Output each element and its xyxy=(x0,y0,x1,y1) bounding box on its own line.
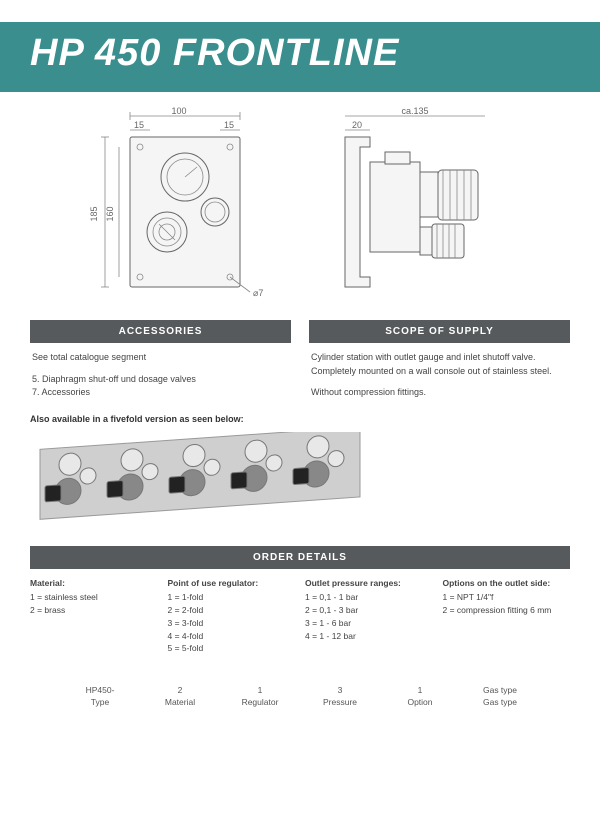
scope-line2: Completely mounted on a wall console out… xyxy=(311,365,568,379)
technical-drawings: 100 15 15 xyxy=(0,92,600,312)
opt-r1: 2 = compression fitting 6 mm xyxy=(443,604,571,617)
order-details-grid: Material: 1 = stainless steel 2 = brass … xyxy=(0,569,600,656)
order-details-header: ORDER DETAILS xyxy=(30,546,570,569)
regulator-hd: Point of use regulator: xyxy=(168,577,296,590)
order-regulator-col: Point of use regulator: 1 = 1-fold 2 = 2… xyxy=(168,577,296,656)
scope-section: SCOPE OF SUPPLY Cylinder station with ou… xyxy=(309,320,570,408)
acc-line1: See total catalogue segment xyxy=(32,351,289,365)
options-hd: Options on the outlet side: xyxy=(443,577,571,590)
material-hd: Material: xyxy=(30,577,158,590)
dim-100: 100 xyxy=(171,106,186,116)
info-sections: ACCESSORIES See total catalogue segment … xyxy=(0,320,600,408)
material-r0: 1 = stainless steel xyxy=(30,591,158,604)
press-r3: 4 = 1 - 12 bar xyxy=(305,630,433,643)
dim-185: 185 xyxy=(89,206,99,221)
reg-r4: 5 = 5-fold xyxy=(168,642,296,655)
datasheet-page: HP 450 FRONTLINE 100 15 15 xyxy=(0,0,600,817)
order-pressure-col: Outlet pressure ranges: 1 = 0,1 - 1 bar … xyxy=(305,577,433,656)
dim-d7: ⌀7 xyxy=(253,288,263,298)
also-available-text: Also available in a fivefold version as … xyxy=(0,408,600,428)
order-options-col: Options on the outlet side: 1 = NPT 1/4"… xyxy=(443,577,571,656)
product-title: HP 450 FRONTLINE xyxy=(30,30,399,77)
press-r1: 2 = 0,1 - 3 bar xyxy=(305,604,433,617)
reg-r1: 2 = 2-fold xyxy=(168,604,296,617)
dim-160: 160 xyxy=(105,206,115,221)
dim-135: ca.135 xyxy=(401,106,428,116)
side-view-drawing: ca.135 20 xyxy=(325,102,525,297)
pressure-hd: Outlet pressure ranges: xyxy=(305,577,433,590)
fivefold-illustration xyxy=(0,428,600,538)
front-view-drawing: 100 15 15 xyxy=(75,102,295,297)
top-margin xyxy=(0,0,600,18)
code-material: 2 Material xyxy=(149,685,211,707)
material-r1: 2 = brass xyxy=(30,604,158,617)
dim-15a: 15 xyxy=(134,120,144,130)
press-r0: 1 = 0,1 - 1 bar xyxy=(305,591,433,604)
reg-r3: 4 = 4-fold xyxy=(168,630,296,643)
scope-header: SCOPE OF SUPPLY xyxy=(309,320,570,343)
code-option: 1 Option xyxy=(389,685,451,707)
acc-line2: 5. Diaphragm shut-off und dosage valves xyxy=(32,373,289,387)
code-pressure: 3 Pressure xyxy=(309,685,371,707)
opt-r0: 1 = NPT 1/4"f xyxy=(443,591,571,604)
scope-line1: Cylinder station with outlet gauge and i… xyxy=(311,351,568,365)
acc-line3: 7. Accessories xyxy=(32,386,289,400)
code-regulator: 1 Regulator xyxy=(229,685,291,707)
scope-line3: Without compression fittings. xyxy=(311,386,568,400)
dim-15b: 15 xyxy=(224,120,234,130)
reg-r0: 1 = 1-fold xyxy=(168,591,296,604)
code-type: HP450- Type xyxy=(69,685,131,707)
dim-20: 20 xyxy=(352,120,362,130)
press-r2: 3 = 1 - 6 bar xyxy=(305,617,433,630)
code-gastype: Gas type Gas type xyxy=(469,685,531,707)
reg-r2: 3 = 3-fold xyxy=(168,617,296,630)
order-material-col: Material: 1 = stainless steel 2 = brass xyxy=(30,577,158,656)
accessories-header: ACCESSORIES xyxy=(30,320,291,343)
accessories-body: See total catalogue segment 5. Diaphragm… xyxy=(30,343,291,408)
accessories-section: ACCESSORIES See total catalogue segment … xyxy=(30,320,291,408)
scope-body: Cylinder station with outlet gauge and i… xyxy=(309,343,570,408)
title-band: HP 450 FRONTLINE xyxy=(0,22,600,92)
order-code-row: HP450- Type 2 Material 1 Regulator 3 Pre… xyxy=(0,655,600,707)
